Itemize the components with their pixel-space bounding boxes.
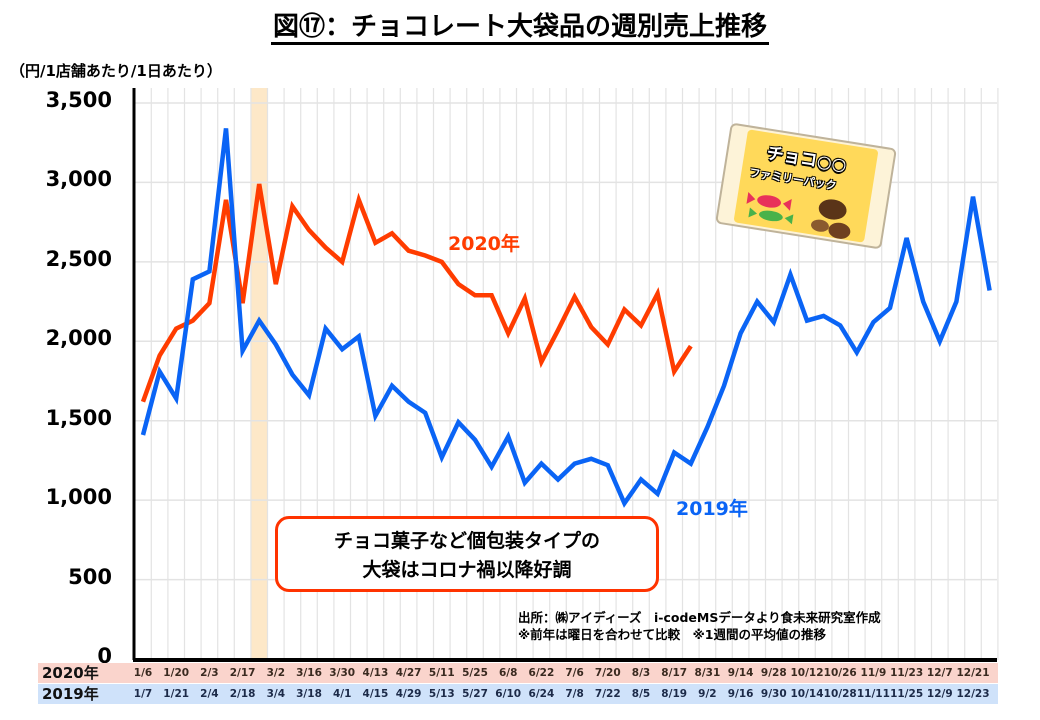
x-tick-label: 7/22 <box>594 688 621 700</box>
x-tick-label: 11/25 <box>890 688 924 700</box>
source-note: 出所：㈱アイディーズ i-codeMSデータより食未来研究室作成 ※前年は曜日を… <box>518 609 881 643</box>
x-tick-label: 10/26 <box>823 667 857 679</box>
x-tick-label: 8/19 <box>661 688 688 700</box>
series-label-2019: 2019年 <box>676 498 748 520</box>
x-tick-label: 1/7 <box>133 688 153 700</box>
x-tick-label: 6/24 <box>528 688 555 700</box>
x-tick-label: 8/3 <box>631 667 651 679</box>
x-tick-label: 4/29 <box>395 688 422 700</box>
x-tick-label: 5/25 <box>462 667 488 679</box>
y-tick-label: 0 <box>97 644 112 668</box>
y-tick-label: 3,500 <box>45 88 112 112</box>
x-tick-label: 9/2 <box>698 688 717 700</box>
x-tick-label: 5/27 <box>462 688 488 700</box>
x-tick-label: 8/31 <box>694 667 721 679</box>
x-tick-label: 4/13 <box>362 667 389 679</box>
annotation-box: チョコ菓子など個包装タイプの 大袋はコロナ禍以降好調 <box>275 516 659 592</box>
x-tick-label: 12/21 <box>956 667 990 679</box>
y-tick-label: 500 <box>68 564 112 589</box>
x-tick-label: 6/22 <box>528 667 555 679</box>
x-row-label-2020: 2020年 <box>42 664 99 682</box>
y-tick-label: 1,500 <box>45 405 112 430</box>
x-tick-label: 9/28 <box>760 667 787 679</box>
x-tick-label: 3/30 <box>329 667 356 679</box>
y-tick-label: 1,000 <box>45 485 112 510</box>
x-tick-label: 9/30 <box>760 688 787 700</box>
annotation-line-1: チョコ菓子など個包装タイプの <box>333 530 600 552</box>
x-tick-label: 7/8 <box>565 688 584 700</box>
pack-body: チョコ○○ ファミリーパック <box>733 129 879 243</box>
x-tick-label: 9/16 <box>727 688 754 700</box>
x-tick-label: 2/18 <box>229 688 256 700</box>
x-axis-row-2019: 2019年 1/7 1/21 2/4 2/18 3/4 3/18 4/1 4/15 4/29 5/… <box>38 684 998 704</box>
x-tick-label: 9/14 <box>727 667 754 679</box>
source-line-1: 出所：㈱アイディーズ i-codeMSデータより食未来研究室作成 <box>518 610 881 625</box>
x-tick-label: 4/27 <box>395 667 422 679</box>
source-line-2: ※前年は曜日を合わせて比較 ※1週間の平均値の推移 <box>518 627 827 642</box>
x-tick-label: 6/10 <box>495 688 522 700</box>
x-tick-label: 11/11 <box>856 688 890 700</box>
x-tick-label: 7/6 <box>565 667 584 679</box>
x-tick-label: 3/4 <box>266 688 286 700</box>
candy-icon <box>746 192 851 239</box>
x-tick-label: 11/23 <box>890 667 924 679</box>
x-tick-label: 1/20 <box>163 667 190 679</box>
chart-title: 図⑰：チョコレート大袋品の週別売上推移 <box>0 6 1040 45</box>
x-tick-label: 5/11 <box>428 667 455 679</box>
x-tick-label: 2/4 <box>200 688 219 700</box>
x-tick-label: 10/12 <box>790 667 824 679</box>
x-tick-label: 3/2 <box>266 667 286 679</box>
x-tick-label: 10/28 <box>823 688 857 700</box>
x-tick-label: 2/3 <box>200 667 219 679</box>
x-tick-label: 12/23 <box>956 688 990 700</box>
x-tick-label: 4/1 <box>332 688 352 700</box>
y-tick-label: 2,500 <box>45 246 112 271</box>
x-tick-label: 1/6 <box>133 667 153 679</box>
x-tick-label: 7/20 <box>594 667 621 679</box>
chocolate-pack-illustration: チョコ○○ ファミリーパック <box>715 122 897 250</box>
series-line-2019 <box>140 128 992 508</box>
annotation-line-2: 大袋はコロナ禍以降好調 <box>362 559 572 581</box>
x-tick-label: 3/16 <box>296 667 322 679</box>
x-tick-label: 10/14 <box>790 688 824 700</box>
x-tick-label: 6/8 <box>498 667 518 679</box>
x-tick-label: 12/7 <box>926 667 953 679</box>
x-tick-label: 3/18 <box>296 688 322 700</box>
highlight-week-band <box>251 88 268 660</box>
x-axis-row-2020: 2020年 1/6 1/20 2/3 2/17 3/2 3/16 3/30 4/13 4/27 5… <box>38 663 998 683</box>
y-axis-unit-label: （円/1店舗あたり/1日あたり） <box>10 62 222 80</box>
x-tick-label: 1/21 <box>163 688 190 700</box>
x-tick-label: 8/5 <box>631 688 651 700</box>
x-tick-label: 5/13 <box>428 688 455 700</box>
y-tick-label: 2,000 <box>45 326 112 351</box>
x-tick-label: 2/17 <box>229 667 256 679</box>
x-row-label-2019: 2019年 <box>42 685 99 703</box>
x-tick-label: 4/15 <box>362 688 389 700</box>
x-tick-label: 12/9 <box>926 688 953 700</box>
x-tick-label: 8/17 <box>661 667 688 679</box>
series-label-2020: 2020年 <box>448 233 520 255</box>
x-tick-label: 11/9 <box>860 667 887 679</box>
y-tick-label: 3,000 <box>45 167 112 192</box>
